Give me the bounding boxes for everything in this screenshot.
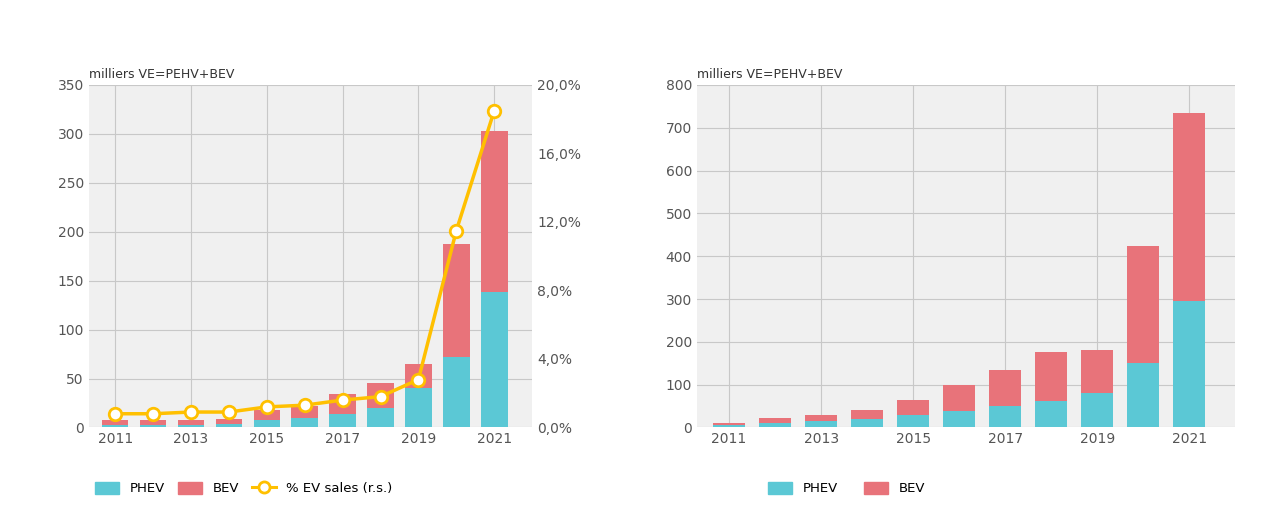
Bar (215, 423, 242, 427)
Bar (943, 386, 976, 411)
Bar (1128, 363, 1159, 427)
Bar (177, 424, 204, 427)
Bar (805, 421, 837, 427)
Bar (851, 410, 883, 419)
Legend: PHEV, BEV: PHEV, BEV (768, 482, 925, 495)
Bar (101, 420, 128, 424)
Bar (329, 394, 356, 414)
Bar (139, 420, 166, 424)
Bar (329, 414, 356, 427)
Bar (1173, 113, 1205, 301)
Bar (443, 245, 470, 357)
Bar (215, 419, 242, 423)
Bar (101, 424, 128, 427)
Bar (897, 401, 929, 416)
Text: Immatriculations VE France: Immatriculations VE France (9, 29, 312, 48)
Bar (759, 423, 791, 427)
Bar (759, 418, 791, 423)
Bar (139, 424, 166, 427)
Bar (253, 410, 280, 420)
Bar (367, 383, 394, 408)
Bar (405, 388, 432, 427)
Bar (943, 411, 976, 427)
Bar (443, 357, 470, 427)
Bar (481, 293, 508, 427)
Bar (1173, 301, 1205, 427)
Bar (805, 415, 837, 421)
Legend: PHEV, BEV, % EV sales (r.s.): PHEV, BEV, % EV sales (r.s.) (95, 482, 393, 495)
Bar (1035, 352, 1067, 401)
Bar (405, 364, 432, 388)
Bar (713, 425, 745, 427)
Bar (481, 131, 508, 293)
Bar (990, 406, 1021, 427)
Bar (897, 416, 929, 427)
Bar (1081, 350, 1114, 393)
Bar (253, 420, 280, 427)
Text: milliers VE=PEHV+BEV: milliers VE=PEHV+BEV (697, 68, 843, 81)
Text: Parc VE France: Parc VE France (659, 29, 822, 48)
Bar (713, 423, 745, 425)
Bar (1081, 393, 1114, 427)
Text: milliers VE=PEHV+BEV: milliers VE=PEHV+BEV (89, 68, 234, 81)
Bar (851, 419, 883, 427)
Bar (990, 370, 1021, 406)
Bar (177, 420, 204, 424)
Bar (367, 408, 394, 427)
Bar (291, 406, 318, 418)
Bar (291, 418, 318, 427)
Bar (1128, 246, 1159, 363)
Bar (1035, 401, 1067, 427)
